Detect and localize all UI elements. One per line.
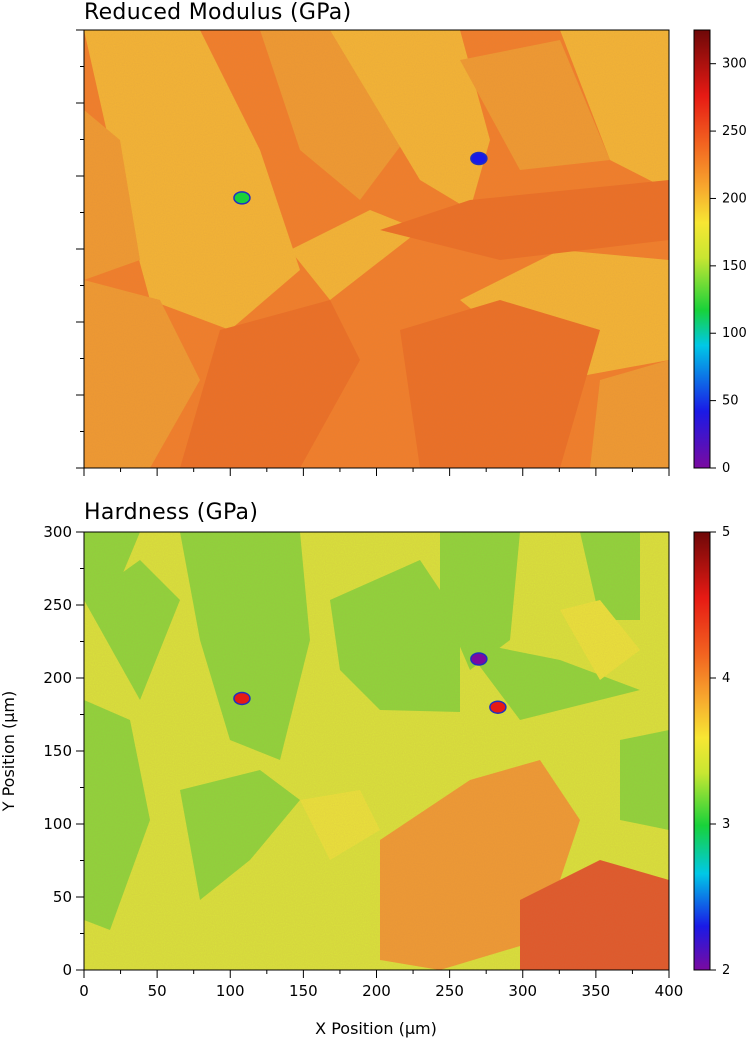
colorbar-tick-label: 4 [722,671,730,686]
inclusion-mark [470,652,488,666]
x-tick-label: 50 [148,982,167,1000]
hardness-colorbar-ticks: 2 3 4 5 [710,525,730,978]
colorbar-tick-label: 300 [722,57,747,72]
colorbar-tick-label: 250 [722,124,747,139]
x-tick-label: 100 [216,982,245,1000]
y-tick-label: 0 [62,961,72,979]
colorbar-tick-label: 150 [722,259,747,274]
hardness-ticks: 0 50 100 150 200 250 300 350 400 0 50 100 150 200 250 3… [43,523,683,1000]
y-axis-title: Y Position (μm) [0,691,18,813]
modulus-colorbar-ticks: 0 50 100 150 200 250 300 [710,57,747,476]
y-tick-label: 100 [43,815,72,833]
hardness-colorbar [693,531,711,971]
inclusion-mark [470,151,488,166]
modulus-heatmap [84,30,669,468]
inclusion-mark [489,700,507,714]
x-axis-title: X Position (μm) [315,1019,437,1038]
hardness-title: Hardness (GPa) [84,500,259,525]
colorbar-tick-label: 50 [722,394,739,409]
colorbar-tick-label: 200 [722,191,747,206]
x-tick-label: 200 [362,982,391,1000]
x-tick-label: 300 [508,982,537,1000]
x-tick-label: 150 [289,982,318,1000]
modulus-colorbar [693,29,711,469]
colorbar-tick-label: 5 [722,525,730,540]
colorbar-tick-label: 100 [722,326,747,341]
colorbar-tick-label: 0 [722,461,730,476]
x-tick-label: 0 [79,982,89,1000]
y-tick-label: 50 [53,888,72,906]
modulus-title: Reduced Modulus (GPa) [84,0,352,25]
x-tick-label: 400 [655,982,684,1000]
hardness-heatmap [84,532,669,970]
y-tick-label: 200 [43,669,72,687]
inclusion-mark [233,691,251,706]
modulus-ticks [76,29,670,476]
inclusion-mark [233,191,251,205]
colorbar-tick-label: 3 [722,817,730,832]
y-tick-label: 300 [43,523,72,541]
x-tick-label: 250 [435,982,464,1000]
colorbar-tick-label: 2 [722,963,730,978]
y-tick-label: 150 [43,742,72,760]
x-tick-label: 350 [582,982,611,1000]
y-tick-label: 250 [43,596,72,614]
